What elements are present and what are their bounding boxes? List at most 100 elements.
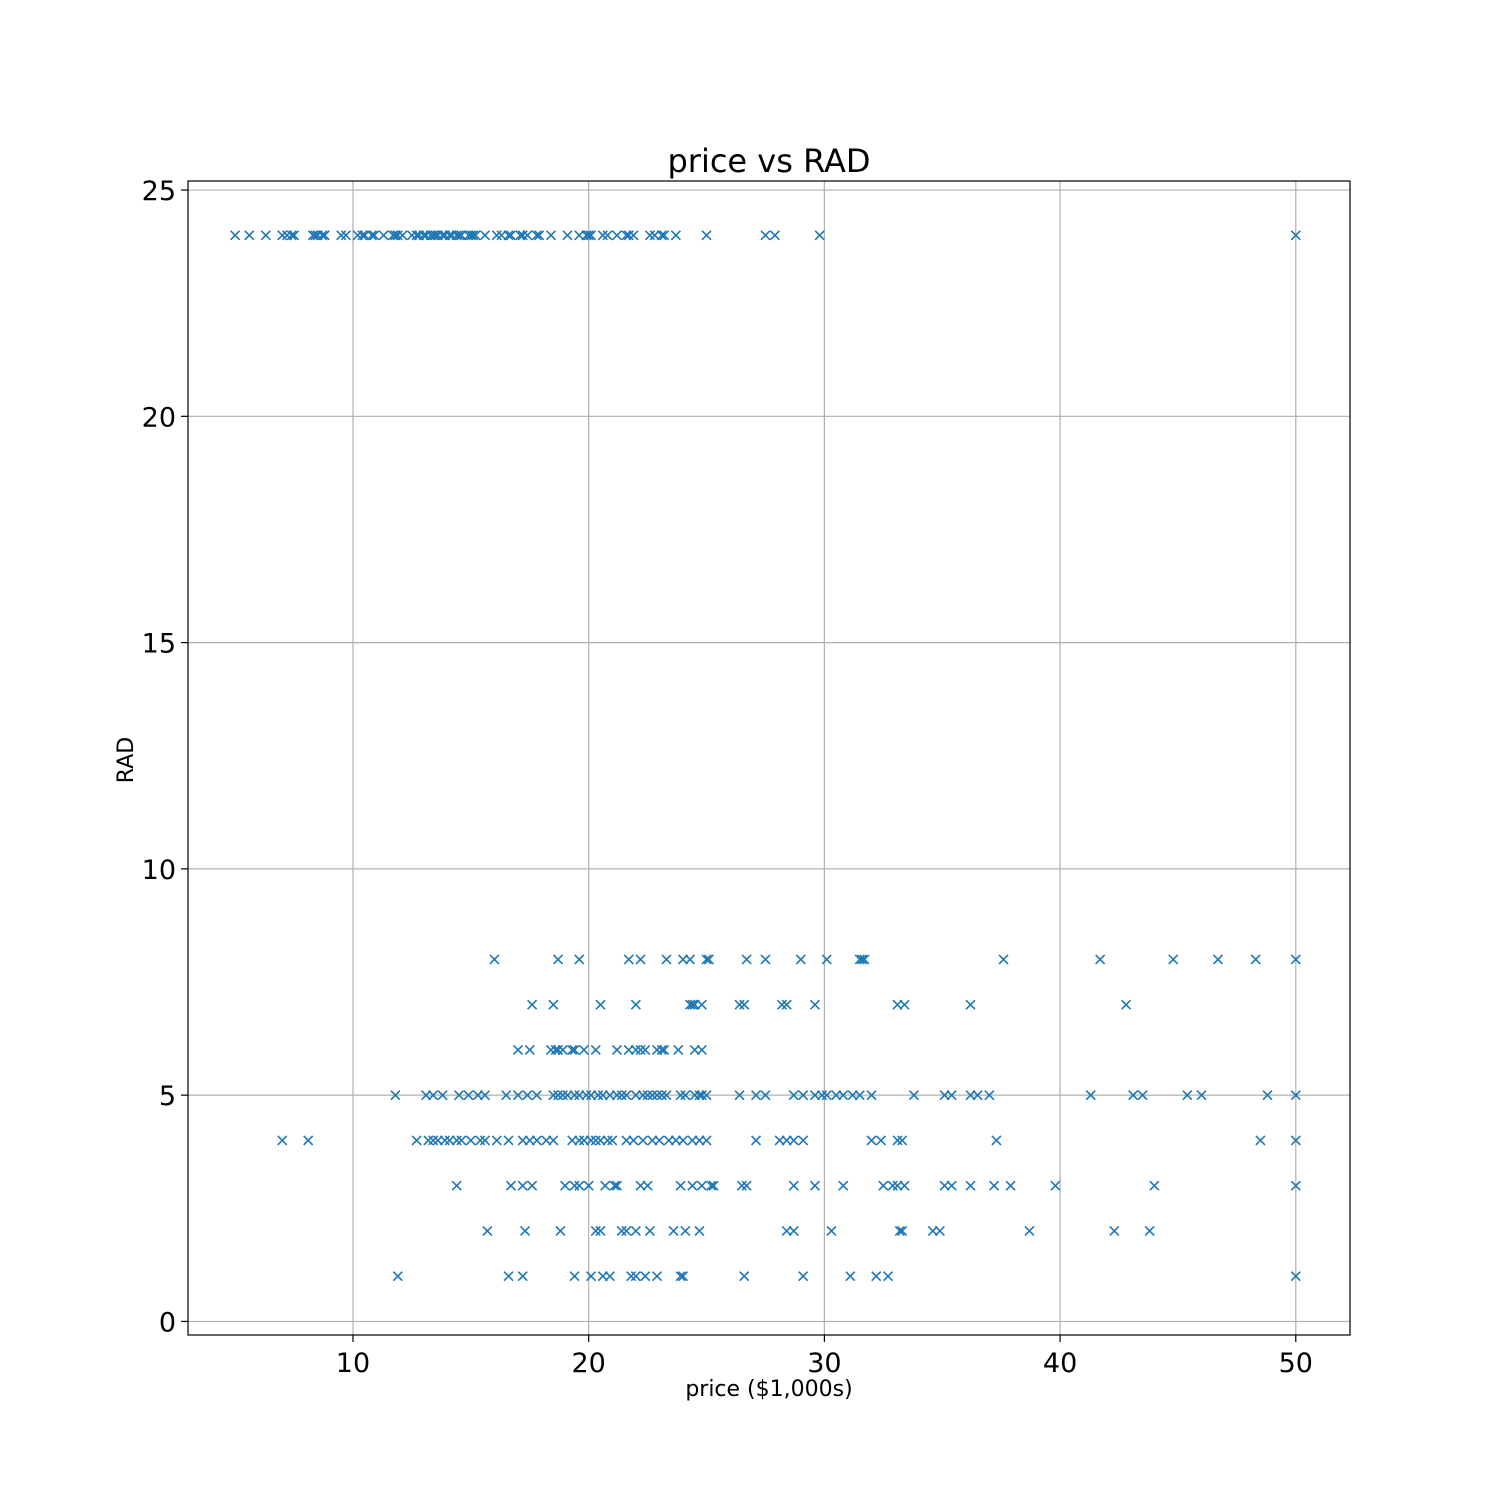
data-point — [453, 1090, 465, 1101]
data-point — [866, 1090, 877, 1101]
data-point — [595, 999, 606, 1010]
data-point — [286, 230, 297, 241]
data-point — [734, 999, 745, 1010]
data-point — [706, 1180, 717, 1191]
data-point — [984, 1090, 995, 1101]
data-point — [1290, 1180, 1301, 1191]
data-point — [517, 230, 528, 241]
data-point — [569, 1180, 580, 1191]
data-point — [788, 1090, 799, 1101]
data-point — [739, 999, 750, 1010]
data-point — [503, 1271, 514, 1282]
data-point — [623, 954, 634, 965]
data-point — [602, 1135, 613, 1146]
data-point — [390, 1090, 401, 1101]
data-point — [1149, 1180, 1160, 1191]
data-point — [552, 1090, 564, 1101]
data-point — [642, 1090, 653, 1101]
data-point — [569, 1271, 580, 1282]
data-point — [522, 230, 533, 241]
data-point — [788, 1135, 799, 1146]
data-point — [816, 1090, 828, 1101]
data-point — [821, 954, 832, 965]
data-point — [899, 1180, 910, 1191]
data-point — [479, 230, 491, 241]
data-point — [392, 230, 403, 241]
data-point — [750, 1090, 762, 1101]
data-point — [640, 1044, 651, 1055]
data-point — [468, 230, 479, 241]
data-point — [503, 1135, 514, 1146]
data-point — [517, 1180, 528, 1191]
data-point — [694, 1225, 705, 1236]
data-point — [230, 230, 241, 241]
data-point — [656, 1044, 667, 1055]
data-point — [465, 230, 476, 241]
data-point — [482, 1225, 493, 1236]
data-point — [453, 230, 465, 241]
y-tick-label: 20 — [142, 402, 176, 433]
data-point — [741, 1180, 752, 1191]
grid-lines — [188, 181, 1350, 1335]
data-point — [1262, 1090, 1273, 1101]
data-point — [798, 1090, 809, 1101]
data-point — [1290, 954, 1301, 965]
data-point — [1137, 1090, 1148, 1101]
data-point — [656, 1090, 667, 1101]
data-point — [696, 1044, 707, 1055]
data-point — [439, 1135, 450, 1146]
data-point — [637, 1090, 648, 1101]
data-point — [244, 230, 255, 241]
data-point — [866, 1135, 877, 1146]
data-point — [340, 230, 351, 241]
data-point — [611, 1044, 623, 1055]
data-point — [656, 230, 667, 241]
data-point — [555, 1225, 566, 1236]
data-point — [628, 230, 639, 241]
data-point — [366, 230, 377, 241]
data-point — [871, 1271, 882, 1282]
data-point — [788, 1180, 799, 1191]
data-point — [456, 1135, 467, 1146]
data-point — [531, 1135, 542, 1146]
data-point — [369, 230, 380, 241]
data-point — [611, 1090, 623, 1101]
data-point — [708, 1180, 719, 1191]
x-axis-label: price ($1,000s) — [685, 1377, 852, 1402]
data-point — [701, 1090, 712, 1101]
data-point — [552, 954, 564, 965]
data-point — [611, 1180, 623, 1191]
y-axis-label: RAD — [114, 737, 139, 783]
plot-frame — [187, 180, 1351, 1336]
data-point — [1250, 954, 1261, 965]
data-point — [887, 1180, 898, 1191]
data-point — [1182, 1090, 1193, 1101]
data-point — [465, 1135, 476, 1146]
data-point — [1290, 230, 1301, 241]
data-point — [569, 1044, 580, 1055]
data-point — [680, 1090, 691, 1101]
data-point — [562, 230, 573, 241]
data-point — [288, 230, 300, 241]
data-point — [505, 230, 516, 241]
data-point — [809, 1180, 821, 1191]
data-point — [527, 999, 538, 1010]
data-point — [696, 1090, 707, 1101]
data-point — [677, 1271, 689, 1282]
data-point — [897, 1135, 908, 1146]
data-point — [838, 1180, 849, 1191]
chart-title: price vs RAD — [667, 142, 870, 180]
y-tick-label: 5 — [159, 1081, 176, 1112]
data-point — [1128, 1090, 1139, 1101]
data-point — [696, 999, 707, 1010]
data-point — [397, 230, 408, 241]
data-point — [908, 1090, 920, 1101]
data-point — [621, 1225, 632, 1236]
data-point — [512, 1044, 524, 1055]
data-point — [307, 230, 318, 241]
data-point — [590, 1044, 601, 1055]
data-point — [524, 1044, 535, 1055]
data-point — [387, 230, 399, 241]
data-point — [1168, 954, 1179, 965]
data-point — [630, 1225, 641, 1236]
